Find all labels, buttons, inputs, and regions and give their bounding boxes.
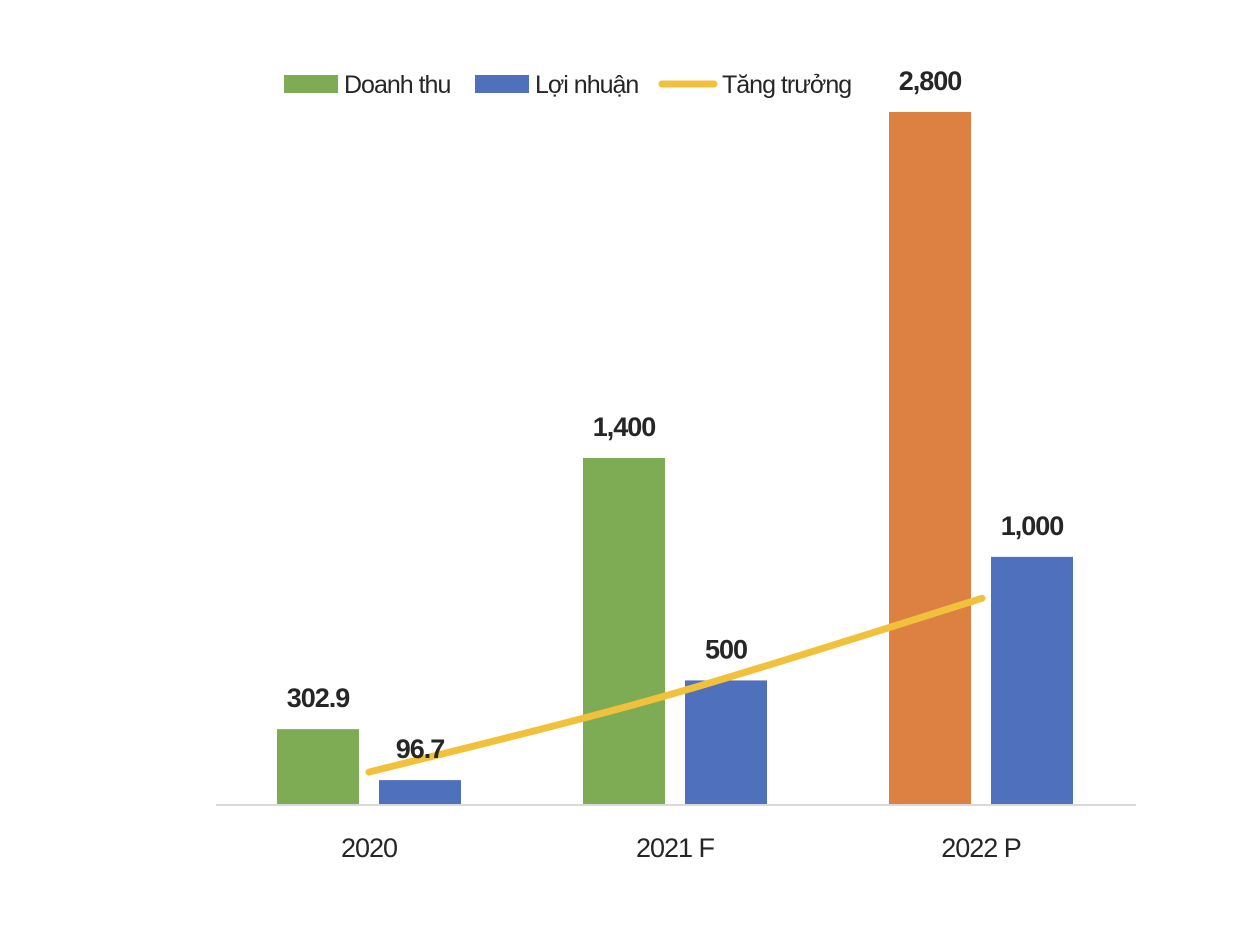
value-label-revenue-0: 302.9 (287, 683, 351, 713)
x-tick-label-1: 2021 F (636, 833, 715, 863)
legend-label-revenue: Doanh thu (344, 71, 450, 99)
value-label-revenue-1: 1,400 (593, 412, 656, 442)
x-tick-labels: 2020 2021 F 2022 P (341, 833, 1022, 863)
legend-label-growth: Tăng trưởng (722, 71, 851, 99)
bar-group (277, 112, 1073, 804)
growth-line-layer (365, 594, 986, 776)
bar-revenue-2 (889, 112, 971, 804)
value-label-revenue-2: 2,800 (899, 66, 962, 96)
value-label-profit-1: 500 (705, 634, 747, 664)
x-tick-label-2: 2022 P (941, 833, 1021, 863)
chart-legend: Doanh thu Lợi nhuận Tăng trưởng (284, 71, 852, 99)
value-label-profit-2: 1,000 (1001, 511, 1064, 541)
bar-profit-0 (379, 780, 461, 804)
bar-revenue-1 (583, 458, 665, 804)
value-labels: 302.9 1,400 2,800 96.7 500 1,000 (287, 66, 1065, 764)
x-tick-label-0: 2020 (341, 833, 397, 863)
legend-swatch-revenue (284, 75, 338, 93)
legend-swatch-profit (475, 75, 529, 93)
value-label-profit-0: 96.7 (396, 734, 445, 764)
bar-profit-2 (991, 556, 1073, 804)
legend-label-profit: Lợi nhuận (535, 71, 638, 99)
growth-line (365, 594, 986, 776)
bar-revenue-0 (277, 729, 359, 804)
bar-profit-1 (685, 680, 767, 804)
